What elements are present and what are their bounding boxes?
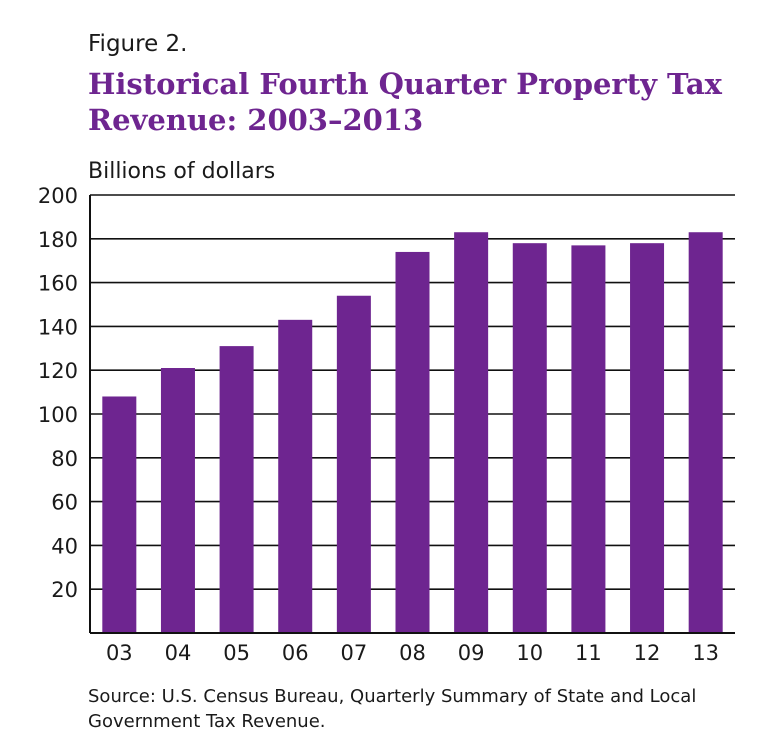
y-tick-labels: 200 180 160 140 120 100 80 60 40 20	[38, 184, 78, 602]
bar-07	[336, 295, 371, 633]
y-tick-label: 60	[51, 491, 78, 515]
bar-09	[454, 232, 489, 634]
bar-04	[160, 368, 195, 633]
x-tick-label: 10	[516, 641, 543, 665]
y-tick-label: 140	[38, 315, 78, 339]
y-tick-label: 200	[38, 184, 78, 208]
y-tick-label: 120	[38, 359, 78, 383]
bar-chart: Billions of dollars 20018016014012010080…	[38, 159, 735, 665]
bar-12	[630, 243, 665, 633]
figure-label: Figure 2.	[88, 31, 188, 57]
x-tick-label: 03	[106, 641, 133, 665]
x-tick-labels: 03 04 05 06 07 08 09 10 11 12 13	[106, 641, 719, 665]
bar-03	[102, 396, 137, 633]
y-axis-label: Billions of dollars	[88, 159, 275, 184]
bar-11	[571, 245, 606, 633]
bar-05	[219, 346, 254, 633]
x-tick-label: 05	[223, 641, 250, 665]
x-tick-label: 08	[399, 641, 426, 665]
bar-08	[395, 251, 430, 633]
bar-06	[278, 319, 313, 633]
chart-title: Historical Fourth Quarter Property Tax R…	[88, 67, 722, 137]
y-tick-label: 100	[38, 403, 78, 427]
y-tick-label: 80	[51, 447, 78, 471]
bar-10	[512, 243, 547, 633]
x-tick-label: 09	[458, 641, 485, 665]
source-note: Source: U.S. Census Bureau, Quarterly Su…	[88, 686, 697, 732]
x-tick-label: 06	[282, 641, 309, 665]
x-tick-label: 04	[165, 641, 192, 665]
y-tick-label: 20	[51, 578, 78, 602]
x-tick-label: 13	[692, 641, 719, 665]
axes	[89, 195, 735, 634]
x-tick-label: 07	[340, 641, 367, 665]
x-tick-label: 11	[575, 641, 602, 665]
bars	[102, 232, 723, 634]
x-tick-label: 12	[634, 641, 661, 665]
bar-13	[688, 232, 723, 634]
y-tick-label: 160	[38, 272, 78, 296]
y-tick-label: 40	[51, 534, 78, 558]
y-tick-label: 180	[38, 228, 78, 252]
